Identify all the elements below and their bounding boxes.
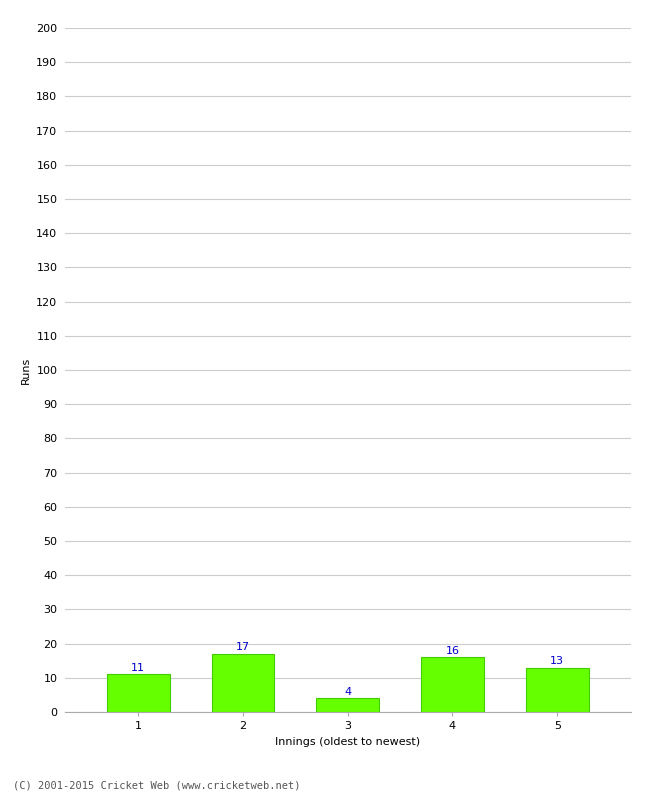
Bar	[421, 658, 484, 712]
Text: 16: 16	[445, 646, 460, 655]
Text: 11: 11	[131, 662, 146, 673]
Bar	[317, 698, 379, 712]
Text: (C) 2001-2015 Cricket Web (www.cricketweb.net): (C) 2001-2015 Cricket Web (www.cricketwe…	[13, 781, 300, 790]
Bar	[526, 667, 589, 712]
Bar	[212, 654, 274, 712]
Y-axis label: Runs: Runs	[21, 356, 31, 384]
Bar	[107, 674, 170, 712]
Text: 17: 17	[236, 642, 250, 652]
Text: 4: 4	[344, 686, 351, 697]
Text: 13: 13	[550, 656, 564, 666]
X-axis label: Innings (oldest to newest): Innings (oldest to newest)	[275, 737, 421, 746]
